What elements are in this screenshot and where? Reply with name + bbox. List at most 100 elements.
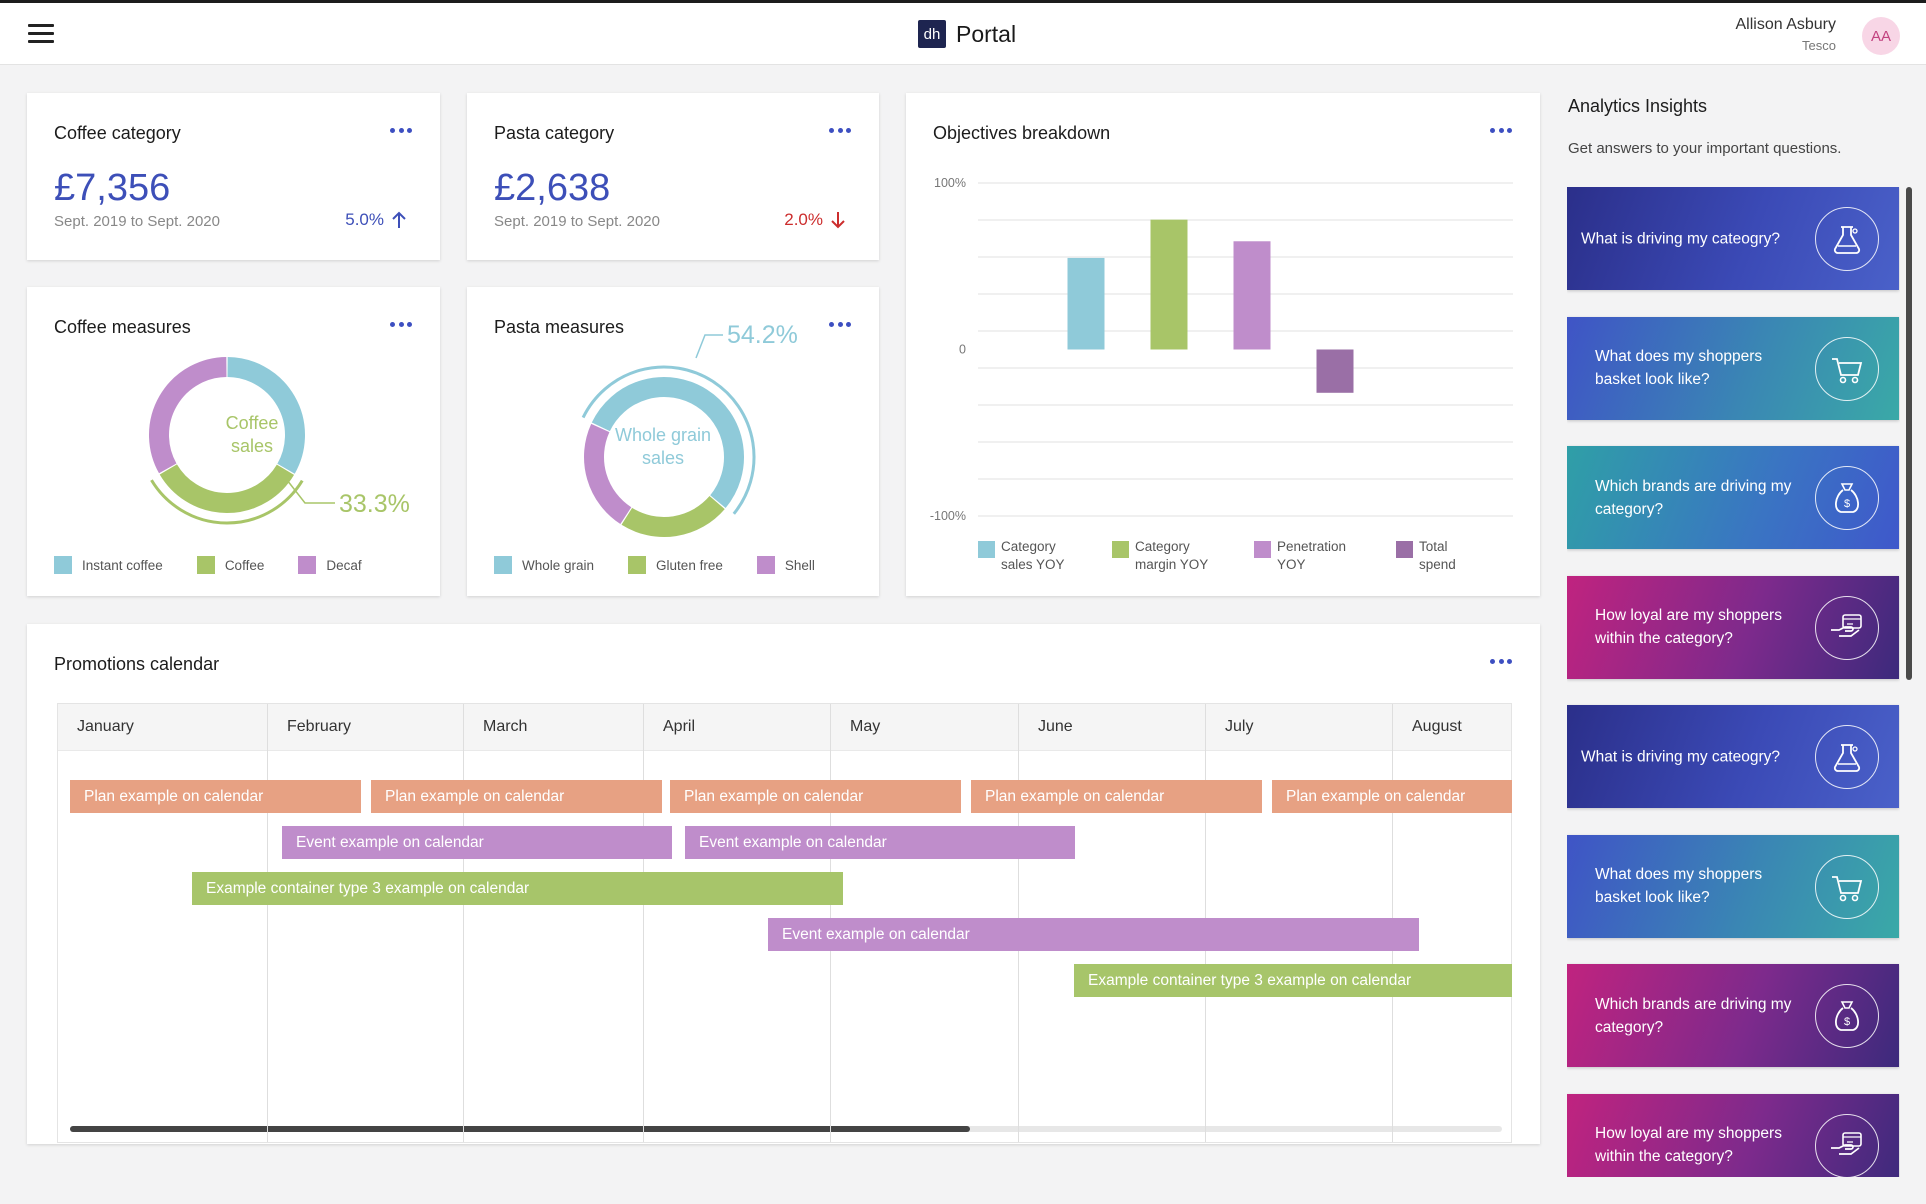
- insights-list: What is driving my cateogry? What does my…: [1567, 187, 1900, 1177]
- legend-item: Shell: [757, 556, 815, 574]
- insight-question: How loyal are my shoppers within the cat…: [1595, 604, 1810, 650]
- svg-text:$: $: [1844, 1016, 1850, 1028]
- brand[interactable]: dh Portal: [918, 20, 1016, 48]
- donut-center-line: sales: [598, 447, 728, 470]
- kpi-period: Sept. 2019 to Sept. 2020: [54, 213, 220, 230]
- calendar-plan-bar[interactable]: Plan example on calendar: [971, 780, 1262, 813]
- money-bag-icon: $: [1815, 984, 1879, 1048]
- calendar-plan-bar[interactable]: Plan example on calendar: [371, 780, 662, 813]
- y-tick-label: -100%: [930, 509, 966, 523]
- user-info: Allison Asbury Tesco: [1736, 16, 1837, 53]
- logo: dh: [918, 20, 946, 48]
- calendar-event-bar[interactable]: Event example on calendar: [685, 826, 1075, 859]
- month-label: January: [77, 718, 134, 736]
- legend-item: Gluten free: [628, 556, 723, 574]
- calendar-plan-bar[interactable]: Plan example on calendar: [670, 780, 961, 813]
- month-label: February: [287, 718, 351, 736]
- bar: [1151, 220, 1188, 350]
- legend-item: Instant coffee: [54, 556, 163, 574]
- legend-swatch: [1396, 541, 1413, 558]
- legend-label: Decaf: [326, 558, 361, 573]
- legend-swatch: [197, 556, 215, 574]
- month-label: April: [663, 718, 695, 736]
- legend-label: Total: [1419, 539, 1448, 554]
- insight-card[interactable]: What does my shoppers basket look like?: [1567, 317, 1899, 420]
- donut-center-label: Coffee sales: [185, 412, 319, 458]
- legend-label: Category: [1135, 539, 1190, 554]
- insights-scrollbar[interactable]: [1906, 187, 1912, 680]
- legend-swatch: [1112, 541, 1129, 558]
- bar: [1234, 241, 1271, 349]
- calendar-plan-bar[interactable]: Plan example on calendar: [70, 780, 361, 813]
- month-column: March: [463, 704, 643, 1142]
- legend-label: Gluten free: [656, 558, 723, 573]
- legend-swatch: [494, 556, 512, 574]
- calendar-event-bar[interactable]: Event example on calendar: [282, 826, 672, 859]
- more-options-icon[interactable]: [829, 123, 851, 137]
- legend-label: Instant coffee: [82, 558, 163, 573]
- more-options-icon[interactable]: [1490, 654, 1512, 668]
- insight-question: Which brands are driving my category?: [1595, 475, 1810, 521]
- app-header: dh Portal Allison Asbury Tesco AA: [0, 3, 1926, 65]
- month-label: July: [1225, 718, 1253, 736]
- month-label: May: [850, 718, 880, 736]
- donut-leader-line: [696, 335, 723, 358]
- calendar-grid: January February March April May June July Augu…: [57, 703, 1512, 1143]
- legend-label: Category: [1001, 539, 1056, 554]
- hand-card-icon: [1815, 596, 1879, 660]
- insights-title: Analytics Insights: [1568, 96, 1707, 117]
- donut-center-label: Whole grain sales: [598, 424, 728, 470]
- legend-label: YOY: [1277, 557, 1306, 572]
- legend-label: Penetration: [1277, 539, 1346, 554]
- legend-swatch: [298, 556, 316, 574]
- donut-segment: [627, 503, 717, 527]
- legend-item: Coffee: [197, 556, 265, 574]
- insight-card[interactable]: Which brands are driving my category? $: [1567, 446, 1899, 549]
- calendar-event-bar[interactable]: Event example on calendar: [768, 918, 1419, 951]
- legend-label: Coffee: [225, 558, 265, 573]
- calendar-container-bar[interactable]: Example container type 3 example on cale…: [192, 872, 843, 905]
- menu-icon[interactable]: [28, 24, 54, 44]
- insight-card[interactable]: How loyal are my shoppers within the cat…: [1567, 1094, 1899, 1178]
- card-title: Promotions calendar: [54, 654, 219, 675]
- month-label: June: [1038, 718, 1073, 736]
- legend-swatch: [1254, 541, 1271, 558]
- insight-question: What is driving my cateogry?: [1581, 227, 1796, 250]
- flask-icon: [1815, 725, 1879, 789]
- insight-card[interactable]: What does my shoppers basket look like?: [1567, 835, 1899, 938]
- app-title: Portal: [956, 21, 1016, 48]
- kpi-value: £2,638: [494, 167, 610, 210]
- kpi-period: Sept. 2019 to Sept. 2020: [494, 213, 660, 230]
- pasta-category-card: Pasta category £2,638 Sept. 2019 to Sept…: [467, 93, 879, 260]
- coffee-category-card: Coffee category £7,356 Sept. 2019 to Sep…: [27, 93, 440, 260]
- arrow-down-icon: [829, 210, 847, 230]
- legend-swatch: [757, 556, 775, 574]
- bar: [1068, 258, 1105, 350]
- objectives-bar-chart: 100% 0 -100% Category sales YOY Category margi…: [906, 93, 1540, 596]
- legend-label: sales YOY: [1001, 557, 1065, 572]
- card-title: Coffee category: [54, 123, 181, 144]
- avatar[interactable]: AA: [1862, 17, 1900, 55]
- y-tick-label: 0: [959, 343, 966, 357]
- user-org: Tesco: [1736, 38, 1837, 53]
- calendar-plan-bar[interactable]: Plan example on calendar: [1272, 780, 1512, 813]
- bar: [1317, 350, 1354, 393]
- cart-icon: [1815, 337, 1879, 401]
- kpi-change: 2.0%: [784, 210, 847, 230]
- legend-swatch: [54, 556, 72, 574]
- calendar-container-bar[interactable]: Example container type 3 example on cale…: [1074, 964, 1512, 997]
- flask-icon: [1815, 207, 1879, 271]
- more-options-icon[interactable]: [390, 123, 412, 137]
- legend-label: Shell: [785, 558, 815, 573]
- kpi-change-value: 5.0%: [345, 210, 384, 230]
- insight-card[interactable]: What is driving my cateogry?: [1567, 705, 1899, 808]
- legend-item: Whole grain: [494, 556, 594, 574]
- legend-label: margin YOY: [1135, 557, 1208, 572]
- insight-question: How loyal are my shoppers within the cat…: [1595, 1122, 1810, 1168]
- insight-card[interactable]: What is driving my cateogry?: [1567, 187, 1899, 290]
- insight-card[interactable]: Which brands are driving my category? $: [1567, 964, 1899, 1067]
- insight-card[interactable]: How loyal are my shoppers within the cat…: [1567, 576, 1899, 679]
- y-tick-label: 100%: [934, 176, 966, 190]
- legend-swatch: [978, 541, 995, 558]
- money-bag-icon: $: [1815, 466, 1879, 530]
